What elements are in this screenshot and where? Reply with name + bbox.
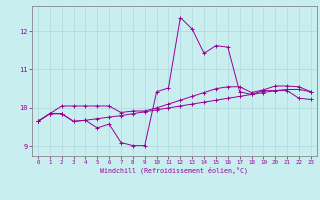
X-axis label: Windchill (Refroidissement éolien,°C): Windchill (Refroidissement éolien,°C): [100, 167, 248, 174]
